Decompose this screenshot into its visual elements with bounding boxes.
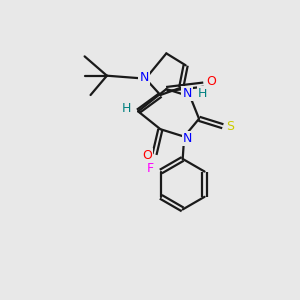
Text: N: N	[183, 132, 192, 145]
Text: S: S	[226, 120, 234, 133]
Text: O: O	[142, 149, 152, 162]
Text: H: H	[122, 102, 131, 115]
Text: H: H	[198, 87, 207, 100]
Text: O: O	[206, 75, 216, 88]
Text: N: N	[140, 71, 149, 84]
Text: N: N	[182, 87, 192, 100]
Text: F: F	[147, 162, 154, 175]
